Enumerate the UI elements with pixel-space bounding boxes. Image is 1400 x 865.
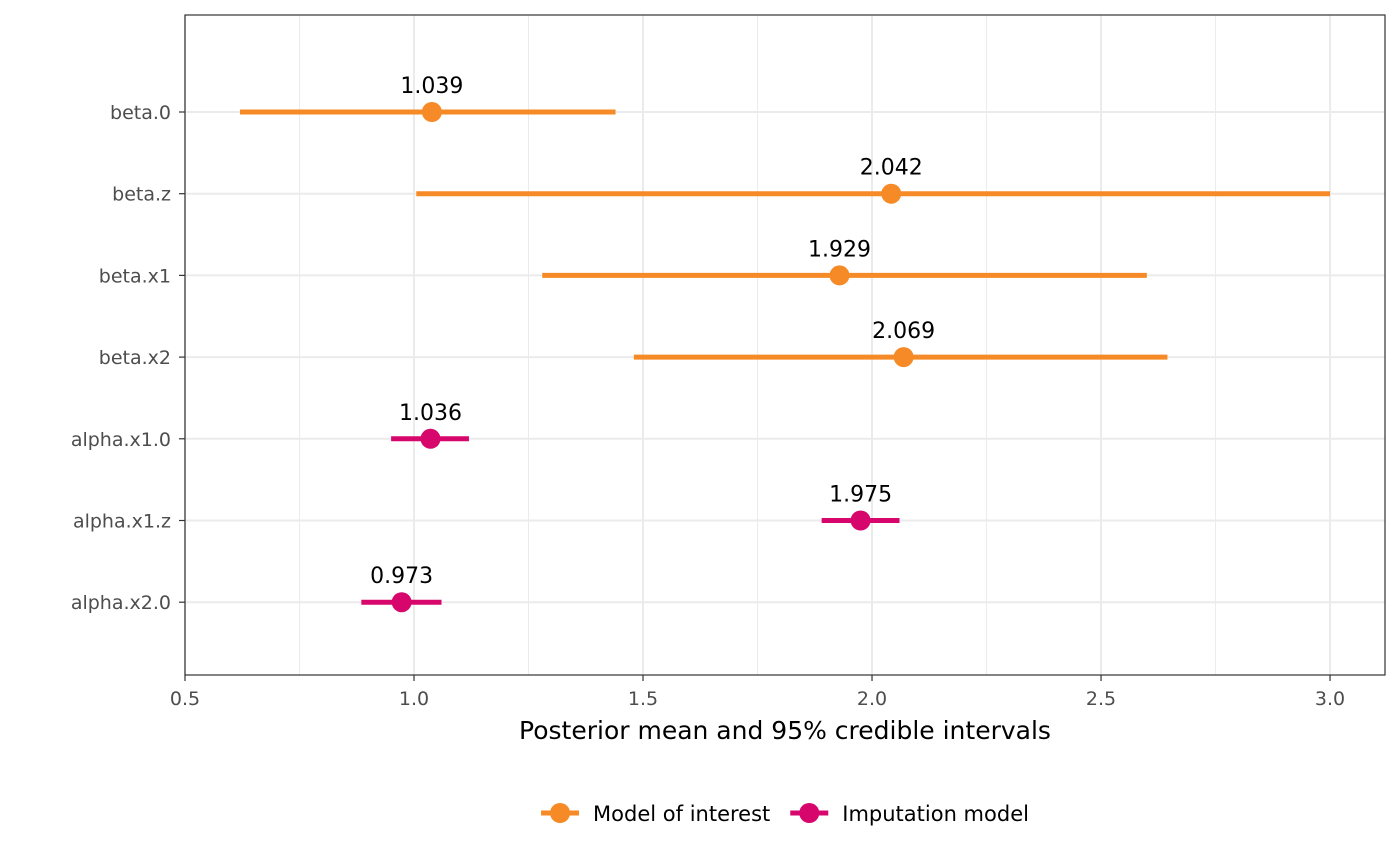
x-tick-label: 2.5 [1086, 688, 1116, 710]
legend-item: Imputation model [790, 802, 1029, 826]
legend: Model of interest Imputation model [541, 802, 1029, 826]
mean-value-label: 2.042 [860, 156, 923, 181]
posterior-mean-point [850, 510, 871, 531]
x-axis-title: Posterior mean and 95% credible interval… [519, 716, 1051, 745]
x-tick-label: 0.5 [170, 688, 200, 710]
x-axis: 0.5 1.0 1.5 2.0 2.5 3.0 [170, 675, 1345, 710]
minor-grid [299, 15, 1217, 675]
y-tick-label: alpha.x1.0 [71, 429, 171, 451]
mean-value-label: 1.036 [399, 401, 462, 426]
legend-key-point [550, 803, 571, 823]
x-tick-label: 1.0 [399, 688, 429, 710]
value-labels: 1.039 2.042 1.929 2.069 1.036 1.975 0.973 [370, 74, 935, 589]
mean-value-label: 2.069 [872, 319, 935, 344]
legend-label: Imputation model [842, 802, 1029, 826]
posterior-mean-point [391, 592, 412, 613]
x-tick-label: 1.5 [628, 688, 658, 710]
mean-value-label: 1.929 [808, 237, 871, 262]
y-tick-label: beta.0 [110, 102, 171, 124]
interval-marks [239, 102, 1331, 613]
mean-value-label: 0.973 [370, 564, 433, 589]
posterior-mean-point [893, 347, 914, 368]
x-tick-label: 2.0 [857, 688, 887, 710]
mean-value-label: 1.039 [400, 74, 463, 99]
mean-value-label: 1.975 [829, 483, 892, 508]
y-tick-label: beta.x1 [99, 265, 171, 287]
y-tick-label: beta.z [112, 184, 171, 206]
posterior-mean-point [421, 102, 442, 122]
legend-item: Model of interest [541, 802, 770, 826]
y-tick-label: beta.x2 [99, 347, 171, 369]
y-tick-label: alpha.x1.z [73, 511, 171, 533]
posterior-mean-point [420, 428, 441, 449]
legend-label: Model of interest [593, 802, 770, 826]
posterior-mean-point [881, 183, 902, 204]
legend-key-point [799, 803, 820, 823]
x-tick-label: 3.0 [1315, 688, 1345, 710]
posterior-mean-point [829, 265, 850, 286]
y-tick-label: alpha.x2.0 [71, 592, 171, 614]
y-axis: beta.0 beta.z beta.x1 beta.x2 alpha.x1.0 alph… [71, 102, 185, 614]
plot-border [184, 14, 1386, 676]
